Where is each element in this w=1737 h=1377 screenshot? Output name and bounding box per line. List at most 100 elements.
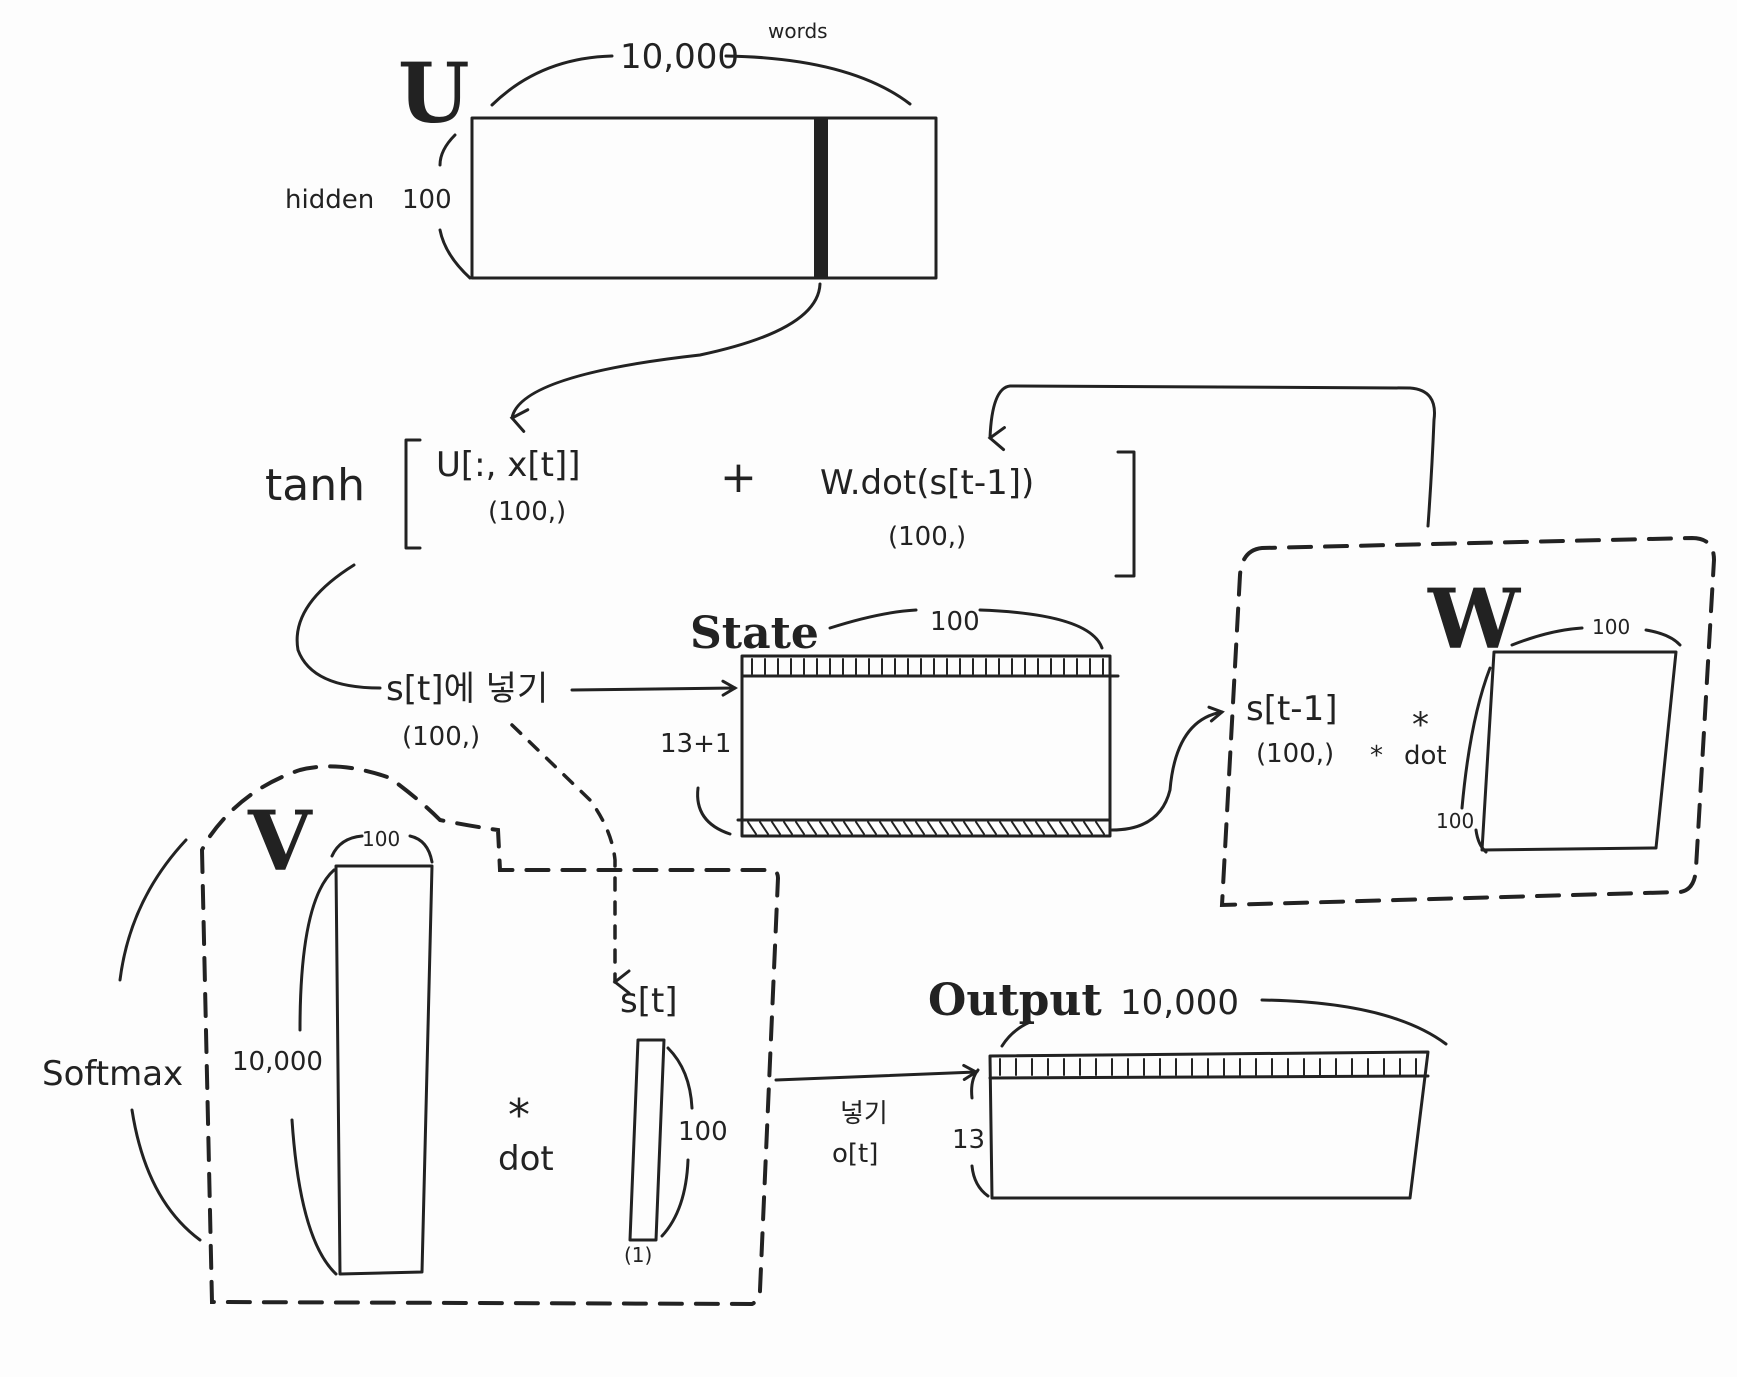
- arrow-u-to-formula: [509, 282, 822, 433]
- formula-right-bracket: [1114, 450, 1136, 578]
- state-bottom-tick: [915, 821, 925, 835]
- output-rect: [988, 1050, 1430, 1200]
- state-bottom-tick: [975, 821, 985, 835]
- arrow-state-to-w-input: [1110, 705, 1225, 832]
- formula-term2-shape: (100,): [888, 522, 966, 552]
- output-top-row-line: [988, 1074, 1430, 1080]
- matrix-u-height-brace: [438, 133, 472, 280]
- formula-left-bracket: [404, 438, 422, 550]
- state-width-brace: [828, 608, 1104, 650]
- matrix-w-rect: [1480, 650, 1678, 852]
- matrix-v-group: V 100 10,000 Softmax * dot s[t] 100 (1): [42, 764, 781, 1307]
- matrix-v-dot: dot: [498, 1139, 554, 1179]
- matrix-u-letter: U: [398, 46, 470, 142]
- matrix-w-op-star: *: [1412, 705, 1429, 745]
- matrix-u-hidden-label: hidden: [285, 185, 374, 215]
- state-bottom-tick: [1071, 821, 1081, 835]
- state-bottom-tick: [771, 821, 781, 835]
- state-bottom-tick: [987, 821, 997, 835]
- matrix-w-height-brace: [1460, 666, 1492, 854]
- output-width-label: 10,000: [1120, 983, 1239, 1023]
- matrix-u-selected-column: [814, 118, 828, 278]
- matrix-u-width-brace: [490, 54, 912, 107]
- matrix-w-input-shape: (100,): [1256, 739, 1334, 769]
- store-label: s[t]에 넣기: [386, 669, 548, 709]
- matrix-v-height-label: 10,000: [232, 1047, 323, 1077]
- state-bottom-tick: [891, 821, 901, 835]
- state-bottom-tick: [1059, 821, 1069, 835]
- matrix-v-vector-rect: [628, 1038, 666, 1242]
- matrix-u: U 10,000 words 100 hidden: [285, 19, 938, 280]
- state-matrix: State 100 13+1: [660, 607, 1120, 838]
- matrix-w-width-brace: [1510, 626, 1682, 647]
- state-bottom-tick: [867, 821, 877, 835]
- state-bottom-tick: [879, 821, 889, 835]
- state-bottom-tick: [1035, 821, 1045, 835]
- state-bottom-tick: [783, 821, 793, 835]
- store-shape: (100,): [402, 722, 480, 752]
- arrow-v-to-output: [774, 1063, 979, 1082]
- dashed-store-to-vector: [510, 723, 631, 995]
- output-store-label: 넣기: [840, 1099, 888, 1129]
- state-bottom-tick: [999, 821, 1009, 835]
- curve-formula-to-store: [295, 563, 382, 690]
- matrix-v-vector-height-brace: [660, 1046, 694, 1238]
- matrix-w-input-label: s[t-1]: [1246, 689, 1337, 729]
- formula-term1: U[:, x[t]]: [436, 445, 580, 485]
- matrix-v-softmax-label: Softmax: [42, 1054, 183, 1094]
- state-height-label: 13+1: [660, 729, 731, 759]
- state-top-row-hatch: [751, 658, 1104, 675]
- matrix-w-height-label: 100: [1436, 809, 1474, 833]
- matrix-v-dashed-box: [199, 764, 781, 1307]
- matrix-v-vector-height: 100: [678, 1117, 728, 1147]
- state-bottom-tick: [795, 821, 805, 835]
- output-height-label: 13: [952, 1125, 985, 1155]
- matrix-w-letter: W: [1427, 572, 1522, 668]
- state-bottom-tick: [1023, 821, 1033, 835]
- matrix-w-op-dot: dot: [1404, 741, 1447, 771]
- state-bottom-tick: [855, 821, 865, 835]
- state-bottom-tick: [1047, 821, 1057, 835]
- state-bottom-tick: [963, 821, 973, 835]
- output-store-target: o[t]: [832, 1139, 878, 1169]
- matrix-u-rect: [470, 116, 938, 280]
- output-width-brace: [1000, 998, 1448, 1048]
- matrix-v-vector-label: s[t]: [620, 981, 678, 1021]
- matrix-v-letter: V: [247, 794, 313, 890]
- matrix-u-width-label: 10,000: [620, 37, 739, 77]
- formula-tanh: tanh: [265, 460, 365, 511]
- state-bottom-tick: [939, 821, 949, 835]
- matrix-v-rect: [334, 864, 434, 1276]
- state-width-label: 100: [930, 607, 980, 637]
- matrix-w-group: W 100 100 s[t-1] (100,) * * dot: [1219, 535, 1717, 908]
- state-bottom-tick: [1011, 821, 1021, 835]
- state-bottom-tick: [843, 821, 853, 835]
- state-bottom-tick: [831, 821, 841, 835]
- matrix-w-dashed-box: [1219, 535, 1717, 908]
- formula-term2: W.dot(s[t-1]): [820, 463, 1034, 503]
- output-height-brace: [970, 1068, 990, 1198]
- formula: tanh U[:, x[t]] (100,) + W.dot(s[t-1]) (…: [265, 438, 1136, 578]
- matrix-v-vector-width: (1): [624, 1243, 652, 1267]
- formula-plus: +: [720, 452, 757, 503]
- formula-term1-shape: (100,): [488, 497, 566, 527]
- state-bottom-tick: [951, 821, 961, 835]
- state-bottom-tick: [747, 821, 757, 835]
- state-height-brace: [696, 786, 732, 836]
- state-bottom-tick: [903, 821, 913, 835]
- state-bottom-tick: [1095, 821, 1105, 835]
- matrix-w-star: *: [1370, 741, 1383, 771]
- state-rect: [740, 654, 1112, 838]
- output-matrix: Output 10,000 13: [928, 975, 1448, 1200]
- matrix-u-words-label: words: [768, 19, 828, 43]
- arrow-w-to-formula: [987, 384, 1436, 528]
- matrix-v-height-brace: [290, 868, 338, 1276]
- matrix-v-width-label: 100: [362, 827, 400, 851]
- state-title: State: [690, 608, 819, 659]
- matrix-v-star: *: [508, 1090, 530, 1141]
- matrix-v-width-brace: [330, 834, 434, 864]
- state-bottom-tick: [807, 821, 817, 835]
- matrix-v-softmax-brace: [118, 838, 202, 1242]
- state-bottom-tick: [1083, 821, 1093, 835]
- output-top-row-hatch: [999, 1058, 1417, 1076]
